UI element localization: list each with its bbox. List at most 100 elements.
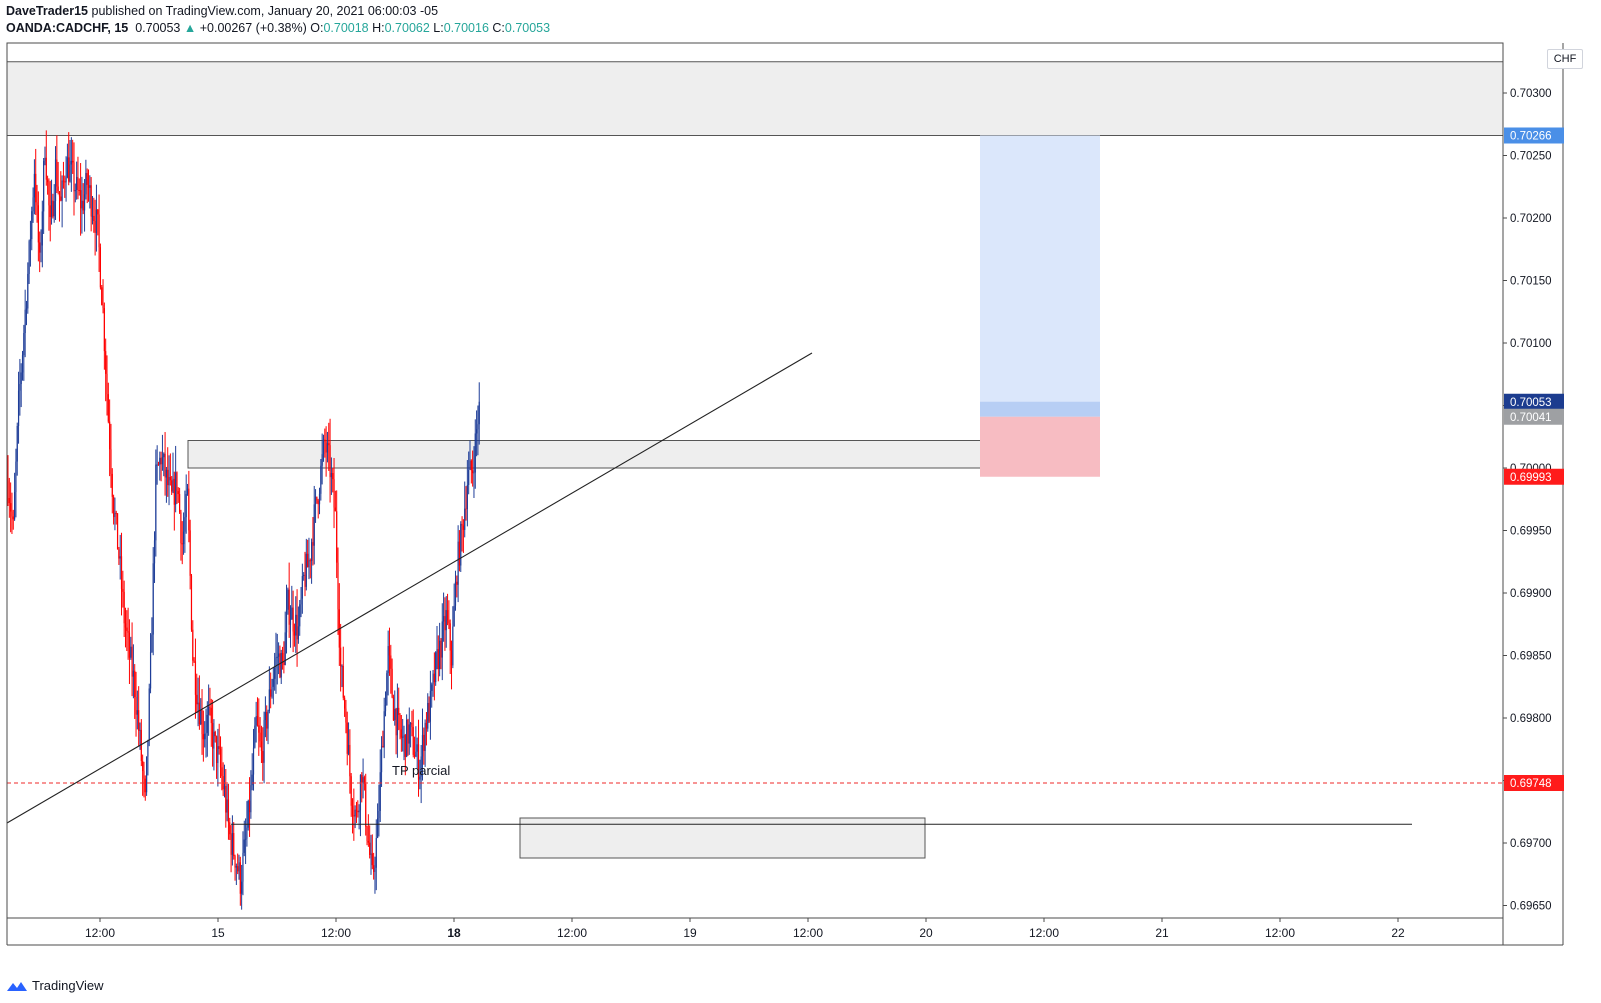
candle-body bbox=[297, 626, 299, 640]
publisher-name[interactable]: DaveTrader15 bbox=[6, 4, 89, 18]
target-zone bbox=[980, 135, 1100, 417]
tradingview-brand[interactable]: TradingView bbox=[6, 978, 104, 993]
candle-body bbox=[318, 493, 321, 505]
candle-body bbox=[456, 581, 458, 585]
candle-body bbox=[263, 720, 265, 763]
candle-body bbox=[329, 445, 331, 478]
candle-body bbox=[468, 470, 470, 485]
candle-body bbox=[371, 853, 373, 866]
candle-body bbox=[278, 653, 280, 657]
candle-body bbox=[35, 173, 37, 203]
candle-body bbox=[68, 157, 70, 182]
candle-body bbox=[287, 589, 289, 610]
candle-body bbox=[167, 469, 169, 486]
zones-layer bbox=[6, 61, 1504, 859]
candle-body bbox=[386, 673, 388, 706]
candle-body bbox=[98, 214, 100, 248]
candle-body bbox=[103, 308, 105, 352]
candle-body bbox=[198, 702, 200, 725]
candle-body bbox=[308, 560, 310, 568]
candle-body bbox=[83, 194, 86, 211]
candle-body bbox=[172, 478, 174, 492]
candle-body bbox=[223, 785, 226, 790]
candle-body bbox=[24, 309, 26, 334]
candle-body bbox=[378, 810, 380, 819]
candle-body bbox=[239, 862, 241, 894]
trendline bbox=[6, 352, 813, 824]
candle-body bbox=[153, 540, 156, 564]
candle-body bbox=[259, 732, 261, 742]
x-tick-label: 19 bbox=[683, 926, 697, 940]
candle-body bbox=[424, 722, 426, 751]
candle-body bbox=[23, 333, 25, 356]
candle-body bbox=[357, 810, 359, 813]
candle-body bbox=[74, 189, 76, 192]
drawings-layer bbox=[6, 352, 1503, 825]
candle-body bbox=[238, 862, 240, 872]
candle-body bbox=[123, 591, 125, 624]
candle-body bbox=[300, 598, 302, 605]
candle-body bbox=[439, 640, 441, 670]
candle-body bbox=[245, 838, 247, 840]
candle-body bbox=[284, 632, 286, 665]
candle-body bbox=[116, 513, 119, 550]
candle-body bbox=[193, 660, 195, 662]
candle-body bbox=[157, 464, 160, 466]
candle-body bbox=[204, 733, 206, 740]
y-tick-label: 0.69900 bbox=[1510, 588, 1552, 600]
tp-parcial-annotation[interactable]: TP parcial bbox=[392, 763, 450, 778]
price-axis[interactable]: 0.70300 0.70250 0.70200 0.70150 0.70100 0.700… bbox=[1503, 88, 1564, 913]
candle-body bbox=[387, 646, 389, 674]
candle-body bbox=[436, 649, 438, 653]
candle-body bbox=[138, 710, 140, 731]
price-label-bg bbox=[1504, 393, 1564, 410]
candle-body bbox=[267, 710, 269, 729]
candle-body bbox=[47, 179, 49, 183]
candle-body bbox=[41, 211, 43, 246]
candle-body bbox=[435, 652, 437, 683]
x-tick-label: 12:00 bbox=[321, 926, 351, 940]
candle-body bbox=[7, 480, 9, 498]
y-tick-label: 0.69800 bbox=[1510, 713, 1552, 725]
candle-body bbox=[370, 853, 372, 855]
candle-body bbox=[247, 800, 249, 828]
candle-body bbox=[472, 470, 474, 474]
candle-body bbox=[114, 512, 116, 518]
candle-body bbox=[181, 543, 183, 545]
candle-body bbox=[407, 719, 409, 744]
candle-body bbox=[440, 640, 442, 658]
candle-body bbox=[350, 776, 352, 806]
candle-body bbox=[340, 647, 342, 667]
candle-body bbox=[73, 162, 75, 192]
candle-body bbox=[176, 472, 178, 492]
candle-body bbox=[143, 771, 145, 779]
candle-body bbox=[408, 724, 410, 744]
candle-body bbox=[159, 457, 161, 465]
candle-body bbox=[309, 560, 311, 562]
candle-body bbox=[281, 652, 284, 663]
candle-body bbox=[465, 508, 467, 510]
candle-body bbox=[384, 705, 387, 712]
candle-body bbox=[427, 702, 429, 729]
candle-body bbox=[321, 454, 323, 466]
candle-body bbox=[260, 741, 263, 751]
candle-body bbox=[27, 273, 29, 309]
candle-body bbox=[185, 494, 187, 518]
candle-body bbox=[151, 634, 153, 653]
candle-body bbox=[431, 684, 433, 691]
price-label: 0.69993 bbox=[1510, 472, 1552, 484]
plot-border bbox=[6, 42, 1504, 919]
candle-body bbox=[415, 751, 417, 757]
time-axis[interactable]: 12:00 15 12:00 18 12:00 19 12:00 20 12:00 21 12:00… bbox=[85, 918, 1405, 940]
candle-body bbox=[369, 842, 371, 855]
candle-body bbox=[21, 355, 24, 373]
y-tick-label: 0.70300 bbox=[1510, 88, 1552, 100]
currency-box[interactable]: CHF bbox=[1547, 49, 1583, 69]
price-label: 0.69748 bbox=[1510, 778, 1552, 790]
candle-body bbox=[31, 211, 33, 240]
candle-body bbox=[271, 686, 273, 697]
symbol-label[interactable]: OANDA:CADCHF, 15 bbox=[6, 21, 129, 35]
candle-body bbox=[132, 670, 134, 677]
candle-body bbox=[115, 512, 117, 514]
